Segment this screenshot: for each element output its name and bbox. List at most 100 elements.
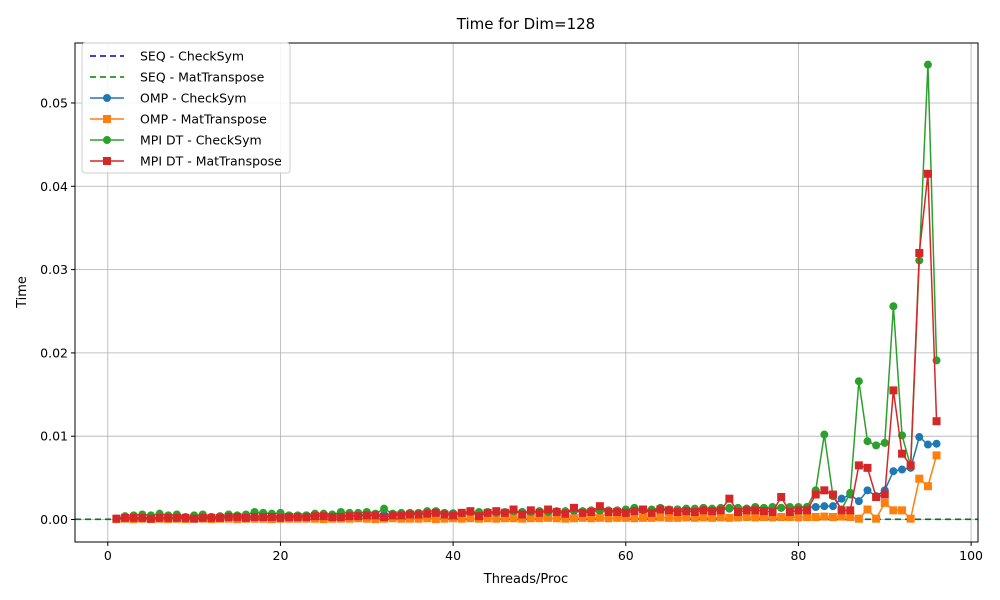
data-point: [751, 506, 760, 515]
data-point: [889, 467, 898, 476]
data-point: [725, 513, 734, 522]
data-point: [889, 506, 898, 515]
data-point: [302, 513, 311, 522]
data-point: [690, 508, 699, 517]
data-point: [898, 465, 907, 474]
y-tick-label: 0.03: [40, 262, 68, 277]
data-point: [854, 514, 863, 523]
data-point: [664, 513, 673, 522]
data-point: [751, 513, 760, 522]
data-point: [440, 514, 449, 523]
legend-box: [81, 42, 291, 174]
data-point: [898, 506, 907, 515]
y-axis-title: Time: [15, 276, 30, 309]
data-point: [561, 509, 570, 518]
data-point: [915, 248, 924, 257]
data-point: [863, 505, 872, 514]
data-point: [811, 490, 820, 499]
data-point: [664, 506, 673, 515]
data-point: [216, 513, 225, 522]
data-point: [785, 508, 794, 517]
data-point: [639, 505, 648, 514]
legend-label: OMP - MatTranspose: [140, 112, 267, 127]
legend: SEQ - CheckSym SEQ - MatTranspose OMP - Ch…: [81, 42, 291, 174]
data-point: [138, 513, 147, 522]
data-point: [716, 513, 725, 522]
data-point: [500, 514, 509, 523]
data-point: [708, 507, 717, 516]
data-point: [146, 514, 155, 523]
x-axis-title: Threads/Proc: [483, 572, 568, 587]
data-point: [509, 505, 518, 514]
data-point: [872, 493, 881, 502]
data-point: [587, 508, 596, 517]
data-point: [837, 494, 846, 503]
data-point: [656, 505, 665, 514]
data-point: [198, 513, 207, 522]
data-point: [923, 482, 932, 491]
data-point: [906, 514, 915, 523]
data-point: [785, 513, 794, 522]
data-point: [483, 508, 492, 517]
x-tick-label: 40: [445, 548, 461, 563]
legend-marker: [103, 157, 111, 165]
data-point: [923, 440, 932, 449]
data-point: [630, 514, 639, 523]
data-point: [405, 514, 414, 523]
data-point: [578, 513, 587, 522]
legend-label: MPI DT - CheckSym: [140, 133, 262, 148]
data-point: [828, 502, 837, 511]
data-point: [604, 514, 613, 523]
data-point: [475, 512, 484, 521]
data-point: [820, 502, 829, 511]
data-point: [604, 508, 613, 517]
data-point: [595, 502, 604, 511]
data-point: [915, 433, 924, 442]
data-point: [293, 513, 302, 522]
chart-title: Time for Dim=128: [456, 15, 595, 33]
data-point: [837, 506, 846, 515]
data-point: [569, 514, 578, 523]
data-point: [449, 511, 458, 520]
data-point: [768, 513, 777, 522]
data-point: [932, 439, 941, 448]
data-point: [613, 508, 622, 517]
data-point: [820, 512, 829, 521]
data-point: [431, 515, 440, 524]
data-point: [518, 510, 527, 519]
data-point: [725, 494, 734, 503]
data-point: [708, 513, 717, 522]
data-point: [354, 512, 363, 521]
data-point: [811, 503, 820, 512]
data-point: [656, 513, 665, 522]
data-point: [673, 513, 682, 522]
data-point: [932, 417, 941, 426]
data-point: [371, 511, 380, 520]
data-point: [259, 513, 268, 522]
data-point: [155, 513, 164, 522]
legend-marker: [103, 94, 111, 102]
data-point: [906, 461, 915, 470]
data-point: [880, 490, 889, 499]
x-axis-ticks: 0 20 40 60 80 100: [104, 542, 983, 563]
data-point: [759, 513, 768, 522]
data-point: [682, 513, 691, 522]
data-point: [803, 513, 812, 522]
data-point: [898, 449, 907, 458]
data-point: [854, 377, 863, 386]
data-point: [768, 508, 777, 517]
data-point: [535, 514, 544, 523]
data-point: [647, 508, 656, 517]
data-point: [362, 511, 371, 520]
data-point: [820, 430, 829, 439]
data-point: [380, 513, 389, 522]
data-point: [872, 514, 881, 523]
data-point: [483, 514, 492, 523]
data-point: [388, 511, 397, 520]
data-point: [129, 513, 138, 522]
data-point: [734, 513, 743, 522]
data-point: [932, 451, 941, 460]
data-point: [224, 513, 233, 522]
data-point: [552, 508, 561, 517]
data-point: [734, 508, 743, 517]
